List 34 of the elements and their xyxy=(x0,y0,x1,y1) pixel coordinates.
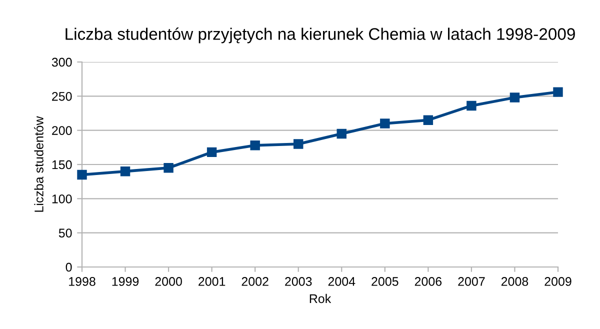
y-tick-label: 300 xyxy=(52,58,72,67)
x-tick-label: 2004 xyxy=(328,277,356,286)
x-tick-label: 2006 xyxy=(414,277,442,286)
point xyxy=(294,139,304,149)
x-tick-label: 2009 xyxy=(544,277,572,286)
point xyxy=(380,118,390,128)
x-tick-label: 2005 xyxy=(372,277,398,286)
x-tick-label: 1999 xyxy=(112,277,139,286)
point xyxy=(206,147,217,158)
point xyxy=(250,140,260,150)
x-axis-title: Rok xyxy=(310,294,332,304)
point xyxy=(336,128,346,139)
x-tick-label: 2000 xyxy=(155,277,182,286)
y-tick-label: 100 xyxy=(52,194,72,204)
x-tick-label: 2008 xyxy=(501,277,528,286)
chart-title: Liczba studentów przyjętych na kierunek Chemia w latach 1998-2009 xyxy=(66,28,575,44)
point xyxy=(77,170,87,180)
x-tick-label: 2007 xyxy=(458,277,485,286)
point xyxy=(120,166,130,176)
y-tick-label: 0 xyxy=(66,262,72,272)
x-tick-label: 2002 xyxy=(242,277,268,286)
y-tick-label: 50 xyxy=(58,228,72,238)
point xyxy=(553,87,563,97)
x-tick-label: 2001 xyxy=(198,277,226,286)
x-tick-label: 1998 xyxy=(69,277,96,286)
y-axis-title: Liczba studentów xyxy=(34,116,44,212)
y-tick-label: 250 xyxy=(52,92,72,101)
y-tick-label: 150 xyxy=(52,160,72,170)
x-tick-label: 2003 xyxy=(285,277,312,286)
y-tick-label: 200 xyxy=(52,126,72,135)
point xyxy=(423,115,434,125)
point xyxy=(466,100,476,111)
point xyxy=(164,163,174,173)
point xyxy=(510,92,520,102)
